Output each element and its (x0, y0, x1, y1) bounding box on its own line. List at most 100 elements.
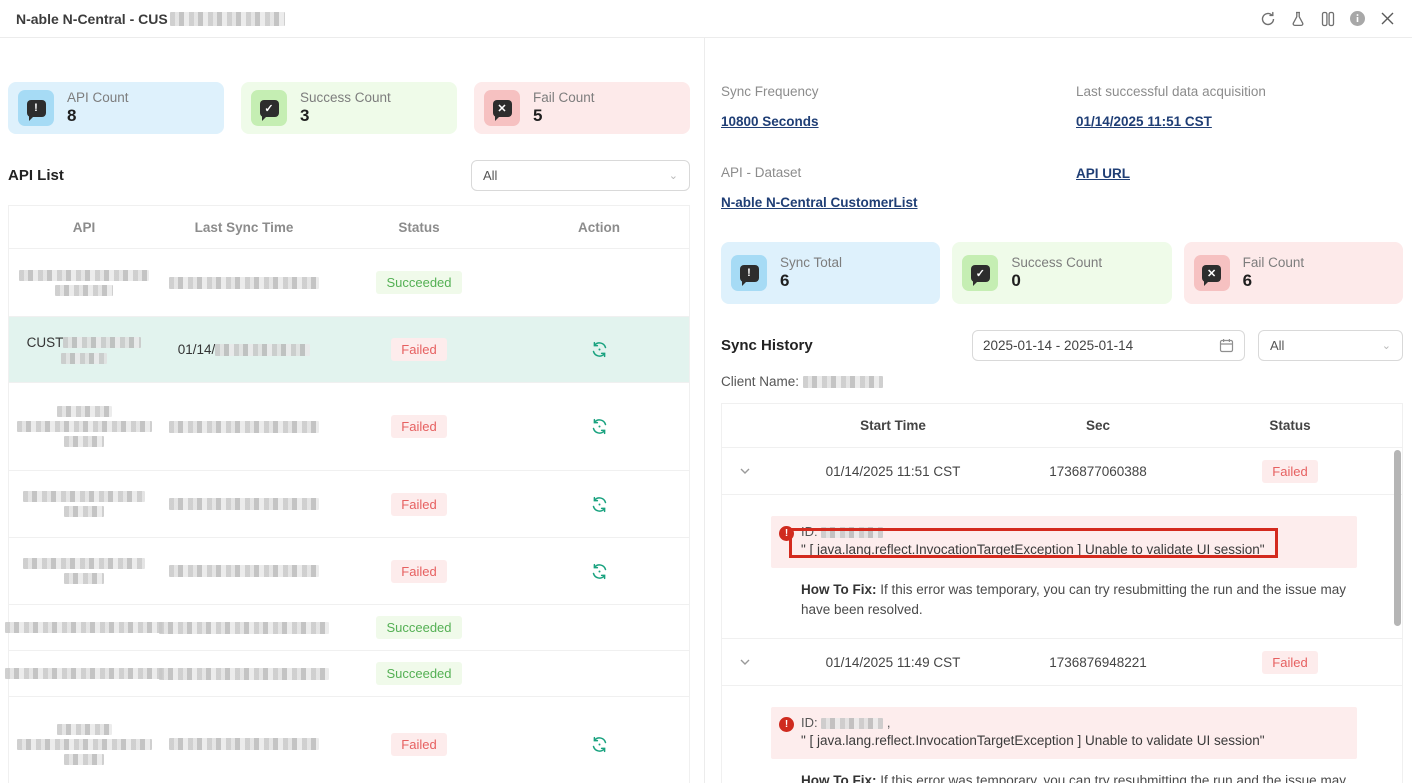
card-label: Success Count (1011, 255, 1103, 270)
summary-cards: ! API Count 8 ✓ Success Count 3 ✕ Fail C… (8, 82, 690, 134)
redacted-api-name (61, 352, 107, 364)
card-label: Fail Count (1242, 255, 1305, 270)
fail-count-card: ✕ Fail Count 5 (474, 82, 690, 134)
sync-detail-panel: Sync Frequency 10800 Seconds Last succes… (705, 38, 1412, 783)
resync-icon[interactable] (589, 494, 609, 514)
how-to-fix-label: How To Fix: (801, 773, 877, 783)
chat-bubble-icon: ! (739, 264, 759, 286)
error-icon: ! (779, 526, 794, 541)
redacted-api-name (64, 753, 104, 765)
filter-value: All (1270, 338, 1285, 353)
api-dataset-label: API - Dataset (721, 165, 802, 180)
card-label: Success Count (300, 90, 391, 105)
status-badge: Failed (1262, 459, 1318, 483)
card-label: API Count (67, 90, 129, 105)
card-label: Fail Count (533, 90, 595, 105)
card-value: 8 (67, 106, 77, 125)
redacted-client-name (802, 376, 883, 389)
table-row[interactable]: Failed (9, 471, 689, 538)
columns-icon[interactable] (1319, 10, 1336, 27)
sync-table-header: Start Time Sec Status (722, 404, 1402, 448)
resync-icon[interactable] (589, 340, 609, 360)
redacted-api-name (23, 491, 145, 502)
api-count-card: ! API Count 8 (8, 82, 224, 134)
chat-bubble-icon: ! (26, 99, 46, 121)
card-label: Sync Total (780, 255, 843, 270)
refresh-icon[interactable] (1259, 10, 1276, 27)
card-value: 3 (300, 106, 310, 125)
error-id-label: ID: (801, 715, 818, 730)
redacted-sync-time (169, 565, 319, 577)
date-range-input[interactable] (983, 338, 1211, 353)
col-sec: Sec (1085, 418, 1111, 433)
info-icon[interactable] (1349, 10, 1366, 27)
redacted-api-name (23, 558, 145, 569)
table-row[interactable]: Succeeded (5, 651, 689, 697)
api-dataset-link[interactable]: N-able N-Central CustomerList (721, 195, 918, 210)
fail-count-icon: ✕ (484, 90, 520, 126)
resync-icon[interactable] (589, 561, 609, 581)
table-row[interactable]: Failed (9, 538, 689, 605)
table-row-selected[interactable]: CUST 01/14/ Failed (9, 317, 689, 383)
sync-summary-cards: ! Sync Total 6 ✓ Success Count 0 ✕ Fail … (721, 242, 1403, 304)
status-badge: Failed (391, 415, 447, 438)
sync-history-filter-select[interactable]: All ⌄ (1258, 330, 1403, 361)
sync-row[interactable]: 01/14/2025 11:51 CST 1736877060388 Faile… (722, 448, 1402, 495)
status-badge: Failed (391, 338, 447, 361)
scrollbar[interactable] (1394, 448, 1401, 783)
sync-row-detail: ! ID: " [ java.lang.reflect.InvocationTa… (722, 495, 1402, 639)
api-url-link[interactable]: API URL (1076, 166, 1130, 181)
error-box: ! ID: " [ java.lang.reflect.InvocationTa… (771, 516, 1357, 568)
chevron-down-icon[interactable] (739, 656, 751, 668)
table-row[interactable]: Failed (9, 697, 689, 783)
resync-icon[interactable] (589, 417, 609, 437)
card-value: 5 (533, 106, 543, 125)
table-row[interactable]: Succeeded (9, 249, 689, 317)
flask-icon[interactable] (1289, 10, 1306, 27)
status-badge: Succeeded (376, 271, 462, 294)
date-range-picker[interactable] (972, 330, 1245, 361)
chevron-down-icon: ⌄ (1381, 340, 1391, 352)
last-acquisition-link[interactable]: 01/14/2025 11:51 CST (1076, 114, 1212, 129)
api-table-header: API Last Sync Time Status Action (9, 206, 689, 249)
api-count-icon: ! (18, 90, 54, 126)
table-row[interactable]: Succeeded (5, 605, 689, 651)
redacted-sync-time (169, 738, 319, 750)
table-row[interactable]: Failed (9, 383, 689, 471)
redacted-sync-time (169, 420, 319, 433)
start-time: 01/14/2025 11:51 CST (825, 463, 961, 479)
api-list-filter-select[interactable]: All ⌄ (471, 160, 690, 191)
chat-bubble-check-icon: ✓ (259, 99, 279, 121)
redacted-sync-time (159, 667, 329, 680)
error-id-label: ID: (801, 524, 818, 539)
sync-row[interactable]: 01/14/2025 11:49 CST 1736876948221 Faile… (722, 639, 1402, 686)
redacted-api-name (56, 406, 112, 417)
sec-value: 1736877060388 (1049, 463, 1147, 479)
window-controls (1259, 10, 1396, 27)
sec-value: 1736876948221 (1049, 654, 1147, 670)
resync-icon[interactable] (589, 734, 609, 754)
close-icon[interactable] (1379, 10, 1396, 27)
status-badge: Failed (391, 559, 447, 583)
sync-frequency-link[interactable]: 10800 Seconds (721, 114, 819, 129)
card-value: 6 (1242, 271, 1253, 290)
start-time: 01/14/2025 11:49 CST (825, 654, 961, 670)
client-name-line: Client Name: (721, 374, 1403, 389)
redacted-api-name (64, 573, 104, 584)
api-name-prefix: CUST (26, 334, 64, 350)
col-api: API (72, 219, 96, 235)
scrollbar-thumb[interactable] (1394, 450, 1401, 626)
redacted-api-name (5, 668, 163, 679)
last-acquisition-label: Last successful data acquisition (1076, 84, 1266, 99)
chevron-down-icon: ⌄ (668, 170, 678, 182)
sync-row-detail: ! ID: , " [ java.lang.reflect.Invocation… (722, 686, 1402, 783)
how-to-fix-label: How To Fix: (801, 582, 877, 597)
status-badge: Failed (1262, 650, 1318, 674)
col-action: Action (578, 219, 620, 235)
redacted-api-name (5, 622, 163, 633)
redacted-api-name (16, 738, 152, 750)
how-to-fix-body: If this error was temporary, you can try… (880, 773, 1346, 783)
calendar-icon (1219, 338, 1234, 353)
redacted-api-name (64, 436, 104, 447)
chevron-down-icon[interactable] (739, 465, 751, 477)
